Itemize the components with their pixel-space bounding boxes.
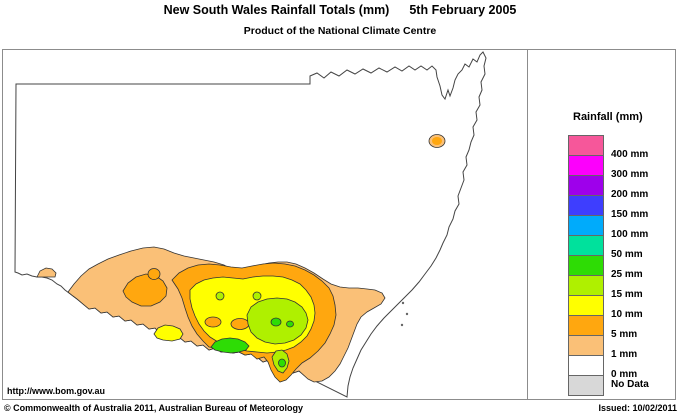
map-title: New South Wales Rainfall Totals (mm) [163,3,390,17]
legend-swatch [568,275,604,296]
legend-label: No Data [611,379,649,390]
copyright-text: © Commonwealth of Australia 2011, Austra… [4,403,304,413]
legend-label: 0 mm [611,369,638,380]
map-subtitle: Product of the National Climate Centre [243,25,437,37]
legend-swatch [568,235,604,256]
rain-spot-25mm-c [278,358,286,368]
legend-swatch [568,255,604,276]
legend-swatch [568,155,604,176]
legend-swatch [568,375,604,396]
map-frame [2,49,676,400]
legend-label: 50 mm [611,249,643,260]
rain-region-25mm [210,337,250,354]
legend-label: 150 mm [611,209,649,220]
legend-label: 15 mm [611,289,643,300]
legend-divider [527,50,528,399]
rain-region-1mm-west-blob [36,267,57,278]
issued-date: Issued: 10/02/2011 [598,403,677,413]
legend-label: 25 mm [611,269,643,280]
legend-swatch [568,335,604,356]
legend-label: 100 mm [611,229,649,240]
rain-spot-5mm [147,268,161,280]
rain-spot-5mm-inner-a [204,316,222,328]
coastal-speck [400,323,404,327]
legend-label: 5 mm [611,329,638,340]
legend-label: 400 mm [611,149,649,160]
legend-swatch [568,315,604,336]
rain-region-10mm-west [153,324,184,342]
legend-swatch [568,355,604,376]
legend-label: 10 mm [611,309,643,320]
rain-spot-25mm-b [286,320,294,328]
rain-spot-northeast-inner [432,137,442,145]
legend-swatch [568,215,604,236]
rain-spot-5mm-inner-b [230,318,250,330]
legend-swatch [568,135,604,156]
rain-spot-15mm-a [215,291,225,301]
map-date: 5th February 2005 [409,3,517,17]
legend-swatch [568,295,604,316]
rain-region-5mm-west [122,273,168,307]
coastal-speck [401,301,405,305]
coastal-speck [405,312,409,316]
bom-url: http://www.bom.gov.au [7,386,105,396]
rain-spot-25mm-a [270,317,282,327]
legend-label: 300 mm [611,169,649,180]
legend-swatch [568,175,604,196]
legend-label: 1 mm [611,349,638,360]
legend-title: Rainfall (mm) [573,111,643,123]
page-title: New South Wales Rainfall Totals (mm) 5th… [0,3,680,17]
legend-label: 200 mm [611,189,649,200]
rain-spot-15mm-b [252,291,262,301]
legend-swatch [568,195,604,216]
